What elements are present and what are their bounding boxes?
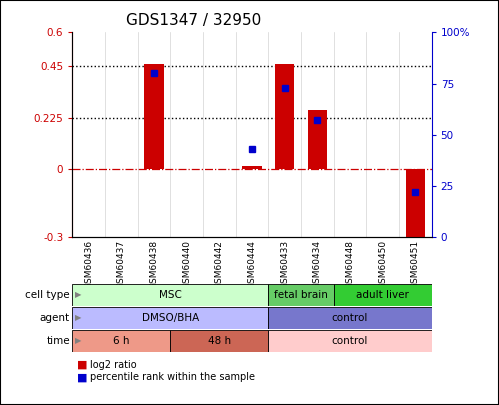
Text: control: control <box>332 336 368 346</box>
Text: MSC: MSC <box>159 290 182 300</box>
Bar <box>72 330 170 352</box>
Bar <box>307 110 327 169</box>
Text: log2 ratio: log2 ratio <box>90 360 136 370</box>
Text: adult liver: adult liver <box>356 290 409 300</box>
Text: time: time <box>46 336 70 346</box>
Text: GDS1347 / 32950: GDS1347 / 32950 <box>126 13 261 28</box>
Bar <box>170 330 268 352</box>
Text: 48 h: 48 h <box>208 336 231 346</box>
Text: ■: ■ <box>77 360 88 370</box>
Bar <box>268 330 432 352</box>
Text: cell type: cell type <box>25 290 70 300</box>
Text: agent: agent <box>40 313 70 323</box>
Bar <box>334 284 432 306</box>
Bar <box>242 166 262 169</box>
Text: ▶: ▶ <box>75 290 81 299</box>
Bar <box>406 169 425 244</box>
Text: percentile rank within the sample: percentile rank within the sample <box>90 372 255 382</box>
Text: ▶: ▶ <box>75 313 81 322</box>
Bar <box>72 307 268 329</box>
Bar <box>275 64 294 169</box>
Bar <box>72 284 268 306</box>
Bar <box>268 284 334 306</box>
Bar <box>268 307 432 329</box>
Text: 6 h: 6 h <box>113 336 130 346</box>
Text: fetal brain: fetal brain <box>274 290 328 300</box>
Text: DMSO/BHA: DMSO/BHA <box>142 313 199 323</box>
Bar <box>144 64 164 169</box>
Text: ■: ■ <box>77 372 88 382</box>
Text: control: control <box>332 313 368 323</box>
Text: ▶: ▶ <box>75 336 81 345</box>
